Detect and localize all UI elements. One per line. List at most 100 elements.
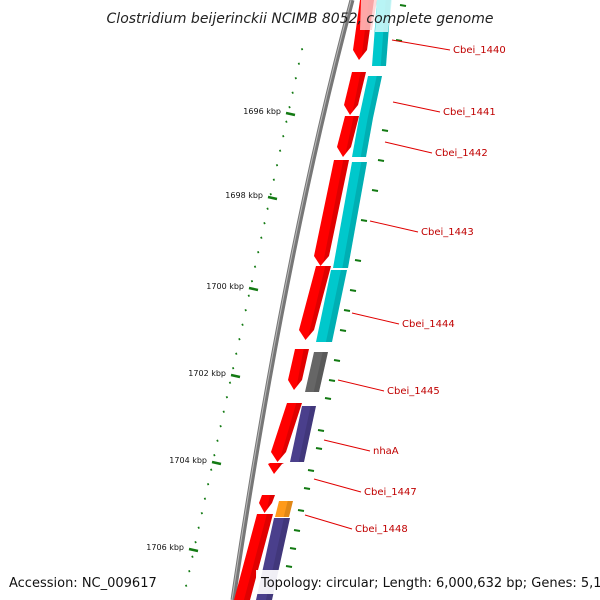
callout-line-8 (304, 514, 353, 530)
cds-red-1444 (299, 266, 331, 340)
minor-tick-34 (194, 540, 197, 544)
tick-label-2: 1700 kbp (206, 282, 244, 291)
minor-ticks (185, 4, 407, 587)
minor-tick-33 (197, 526, 200, 529)
minor-tick-16 (250, 279, 254, 283)
minor-tick-26 (219, 424, 222, 428)
minor-tick-5 (285, 120, 288, 123)
cds-cyan-1444-shade (325, 270, 347, 342)
outer-tick-12 (324, 397, 332, 400)
outer-tick-16 (303, 487, 311, 490)
cds-cyan-1444 (316, 270, 347, 342)
minor-tick-1 (297, 62, 301, 65)
gene-label-cbei_1444[interactable]: Cbei_1444 (402, 319, 455, 330)
minor-tick-14 (257, 250, 260, 254)
genome-backbone-arc (230, 0, 355, 600)
cds-red-1447-shade (276, 463, 284, 470)
minor-tick-30 (206, 482, 210, 486)
outer-tick-10 (333, 359, 341, 362)
gene-label-cbei_1443[interactable]: Cbei_1443 (421, 227, 474, 238)
cds-cyan-1441 (359, 76, 382, 118)
outer-tick-13 (317, 429, 325, 432)
minor-tick-20 (238, 337, 241, 341)
gene-label-cbei_1445[interactable]: Cbei_1445 (387, 386, 440, 397)
cds-purple-nhaA (290, 406, 316, 462)
outer-tick-19 (289, 547, 297, 550)
minor-tick-2 (294, 76, 297, 80)
cds-purple-nhaA-shade (298, 406, 316, 462)
cds-red-1448b (234, 514, 273, 600)
outer-tick-8 (343, 309, 351, 312)
cds-red-1440-fade (360, 0, 377, 30)
callout-line-4 (351, 312, 400, 325)
gene-label-nhaa[interactable]: nhaA (373, 446, 399, 457)
outer-tick-18 (293, 529, 301, 532)
cds-red-1443-shade (323, 160, 349, 262)
outer-tick-17 (297, 509, 305, 512)
cds-orange-1447 (275, 501, 293, 517)
outer-tick-4 (371, 189, 379, 192)
minor-tick-24 (225, 395, 229, 399)
minor-tick-37 (185, 584, 188, 587)
cds-red-nhaA-shade (280, 403, 302, 458)
cds-cyan-1442 (352, 118, 373, 157)
tick-label-0: 1696 kbp (243, 107, 281, 116)
minor-tick-25 (222, 410, 225, 413)
major-tick-3 (230, 373, 241, 379)
gene-label-cbei_1442[interactable]: Cbei_1442 (435, 148, 488, 159)
major-ticks: 1696 kbp 1698 kbp 1700 kbp 1702 kbp 1704 kbp… (146, 107, 296, 553)
gene-label-cbei_1440[interactable]: Cbei_1440 (453, 45, 506, 56)
callout-line-2 (384, 141, 433, 154)
callout-line-0 (391, 39, 451, 51)
minor-tick-6 (282, 134, 285, 138)
cds-red-1441-shade (352, 72, 366, 111)
cds-red-1443 (314, 160, 349, 266)
minor-tick-12 (263, 221, 266, 225)
map-title: Clostridium beijerinckii NCIMB 8052, com… (107, 11, 494, 27)
cds-red-nhaA (271, 403, 302, 462)
cds-cyan-1440-fade (375, 0, 392, 32)
cds-gray-1445-shade (313, 352, 328, 392)
minor-tick-0 (300, 47, 304, 51)
minor-tick-36 (188, 569, 191, 573)
cds-red-1448b-shade (243, 514, 273, 600)
callout-line-5 (337, 379, 385, 392)
cds-red-1447 (268, 463, 284, 474)
outer-tick-3 (377, 159, 385, 162)
minor-tick-35 (191, 555, 194, 558)
gene-label-cbei_1448[interactable]: Cbei_1448 (355, 524, 408, 535)
major-tick-0 (285, 111, 296, 117)
cds-cyan-1442-shade (360, 118, 373, 157)
minor-tick-29 (210, 468, 213, 471)
cds-red-1445 (288, 349, 309, 390)
outer-tick-7 (349, 289, 357, 292)
minor-tick-31 (203, 497, 207, 500)
minor-tick-11 (266, 207, 269, 210)
tick-label-1: 1698 kbp (225, 191, 263, 200)
outer-tick-9 (339, 329, 347, 332)
minor-tick-19 (241, 323, 244, 326)
minor-tick-3 (291, 91, 294, 94)
accession-text: Accession: NC_009617 (9, 576, 157, 591)
tick-label-5: 1706 kbp (146, 543, 184, 552)
cds-cyan-1443-shade (342, 162, 367, 268)
minor-tick-27 (216, 439, 219, 442)
callout-line-6 (323, 439, 371, 452)
tick-label-3: 1702 kbp (188, 369, 226, 378)
gene-features (234, 0, 392, 600)
gene-label-cbei_1447[interactable]: Cbei_1447 (364, 487, 417, 498)
footer-backdrop (256, 570, 592, 594)
outer-tick-0 (399, 4, 407, 7)
outer-tick-20 (285, 565, 293, 568)
gene-label-cbei_1441[interactable]: Cbei_1441 (443, 107, 496, 118)
major-tick-5 (188, 547, 199, 553)
cds-red-1448a (259, 495, 275, 513)
outer-tick-2 (381, 129, 389, 132)
minor-tick-15 (253, 265, 257, 268)
cds-cyan-1441-shade (367, 76, 382, 118)
minor-tick-8 (275, 163, 279, 167)
outer-tick-14 (315, 447, 323, 450)
minor-tick-9 (272, 178, 276, 181)
callout-line-1 (392, 101, 441, 113)
cds-cyan-1443 (333, 162, 367, 268)
